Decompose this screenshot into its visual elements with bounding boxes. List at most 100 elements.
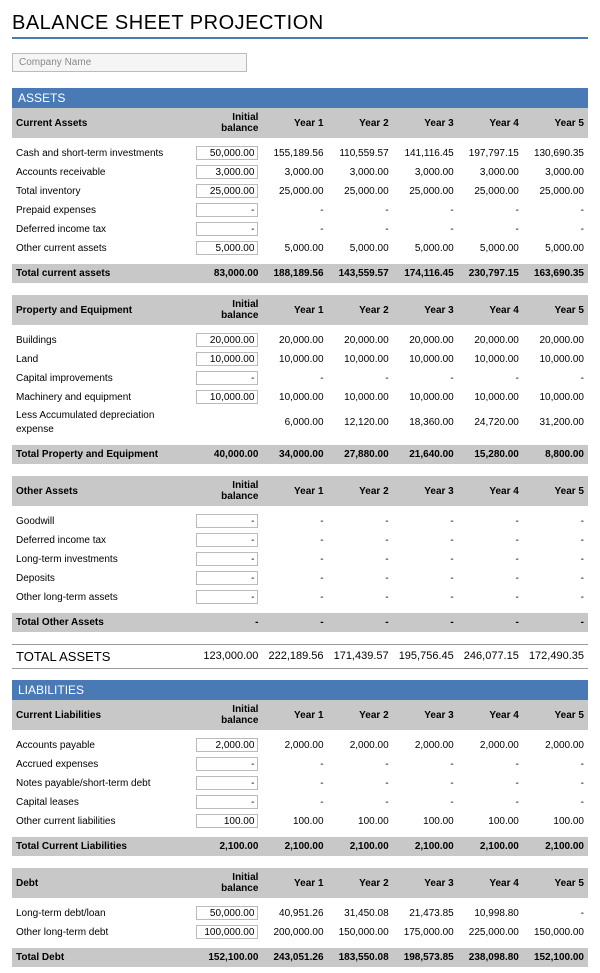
total-cell: 230,797.15 (458, 264, 523, 283)
input-cell[interactable]: - (196, 552, 258, 566)
total-row: Total Other Assets - - - - - - (12, 613, 588, 632)
total-cell: 2,100.00 (192, 837, 262, 856)
total-cell: - (192, 613, 262, 632)
cell: - (262, 512, 327, 531)
cell-init (192, 407, 262, 439)
cell: 100.00 (458, 812, 523, 831)
cell: - (458, 793, 523, 812)
cell: - (523, 201, 588, 220)
cell: - (393, 755, 458, 774)
row-label: Accounts payable (12, 736, 192, 755)
cell: - (393, 220, 458, 239)
input-cell[interactable]: 10,000.00 (196, 352, 258, 366)
cell: 2,000.00 (262, 736, 327, 755)
total-label: Total Current Liabilities (12, 837, 192, 856)
input-cell[interactable]: - (196, 757, 258, 771)
cell: - (393, 531, 458, 550)
cell: 100.00 (523, 812, 588, 831)
cell: 10,000.00 (458, 350, 523, 369)
input-cell[interactable]: 2,000.00 (196, 738, 258, 752)
cell-init: - (192, 512, 262, 531)
cell: 150,000.00 (328, 923, 393, 942)
table-row: Less Accumulated depreciation expense 6,… (12, 407, 588, 439)
input-cell[interactable]: 5,000.00 (196, 241, 258, 255)
cell: - (523, 531, 588, 550)
input-cell[interactable]: - (196, 776, 258, 790)
cell-init: - (192, 793, 262, 812)
table-row: Other current assets 5,000.00 5,000.00 5… (12, 239, 588, 258)
total-cell: 198,573.85 (393, 948, 458, 967)
input-cell[interactable]: - (196, 590, 258, 604)
cell: - (458, 512, 523, 531)
total-cell: - (393, 613, 458, 632)
row-label: Land (12, 350, 192, 369)
table-row: Deferred income tax - - - - - - (12, 531, 588, 550)
table-row: Total inventory 25,000.00 25,000.00 25,0… (12, 182, 588, 201)
total-cell: 152,100.00 (523, 948, 588, 967)
input-cell[interactable]: 50,000.00 (196, 906, 258, 920)
col-header: Year 1 (262, 476, 327, 506)
total-row: Total Debt 152,100.00 243,051.26 183,550… (12, 948, 588, 967)
input-cell[interactable]: 3,000.00 (196, 165, 258, 179)
cell-init: 100,000.00 (192, 923, 262, 942)
input-cell[interactable]: - (196, 514, 258, 528)
cell: - (262, 755, 327, 774)
header-label: Other Assets (12, 476, 192, 506)
total-cell: 2,100.00 (458, 837, 523, 856)
row-label: Other long-term debt (12, 923, 192, 942)
cell: 3,000.00 (328, 163, 393, 182)
input-cell[interactable]: - (196, 533, 258, 547)
subsection-header: Property and Equipment Initial balance Y… (12, 295, 588, 325)
input-cell[interactable]: - (196, 203, 258, 217)
row-label: Deposits (12, 569, 192, 588)
cell-init: - (192, 588, 262, 607)
subsection-header: Current Liabilities Initial balance Year… (12, 700, 588, 730)
input-cell[interactable]: 100,000.00 (196, 925, 258, 939)
cell: 10,000.00 (393, 350, 458, 369)
subsection-header: Debt Initial balance Year 1 Year 2 Year … (12, 868, 588, 898)
cell: - (328, 531, 393, 550)
cell-init: - (192, 755, 262, 774)
input-cell[interactable]: 10,000.00 (196, 390, 258, 404)
cell: - (262, 588, 327, 607)
cell: - (262, 369, 327, 388)
col-header: Year 2 (328, 108, 393, 138)
table-row: Long-term debt/loan 50,000.00 40,951.26 … (12, 904, 588, 923)
input-cell[interactable]: 100.00 (196, 814, 258, 828)
cell-init: 25,000.00 (192, 182, 262, 201)
input-cell[interactable]: - (196, 222, 258, 236)
col-header: Year 5 (523, 476, 588, 506)
col-header: Year 1 (262, 108, 327, 138)
total-cell: 243,051.26 (262, 948, 327, 967)
input-cell[interactable]: - (196, 371, 258, 385)
cell-init: 20,000.00 (192, 331, 262, 350)
col-header: Year 3 (393, 700, 458, 730)
table-row: Capital leases - - - - - - (12, 793, 588, 812)
cell: - (262, 220, 327, 239)
cell: 12,120.00 (328, 407, 393, 439)
cell: - (458, 569, 523, 588)
cell: 10,000.00 (458, 388, 523, 407)
table-row: Goodwill - - - - - - (12, 512, 588, 531)
grand-total-cell: 246,077.15 (458, 644, 523, 668)
input-cell[interactable]: 50,000.00 (196, 146, 258, 160)
cell: - (523, 793, 588, 812)
input-cell[interactable]: - (196, 571, 258, 585)
input-cell[interactable]: 25,000.00 (196, 184, 258, 198)
cell: 6,000.00 (262, 407, 327, 439)
col-header: Initial balance (192, 295, 262, 325)
cell: 130,690.35 (523, 144, 588, 163)
cell: 155,189.56 (262, 144, 327, 163)
row-label: Less Accumulated depreciation expense (12, 407, 192, 439)
cell: 10,998.80 (458, 904, 523, 923)
cell: 20,000.00 (262, 331, 327, 350)
cell: - (328, 369, 393, 388)
total-cell: 2,100.00 (523, 837, 588, 856)
company-name-input[interactable]: Company Name (12, 53, 247, 72)
cell-init: - (192, 774, 262, 793)
col-header: Year 3 (393, 295, 458, 325)
input-cell[interactable]: 20,000.00 (196, 333, 258, 347)
cell: - (523, 369, 588, 388)
total-label: Total Debt (12, 948, 192, 967)
input-cell[interactable]: - (196, 795, 258, 809)
